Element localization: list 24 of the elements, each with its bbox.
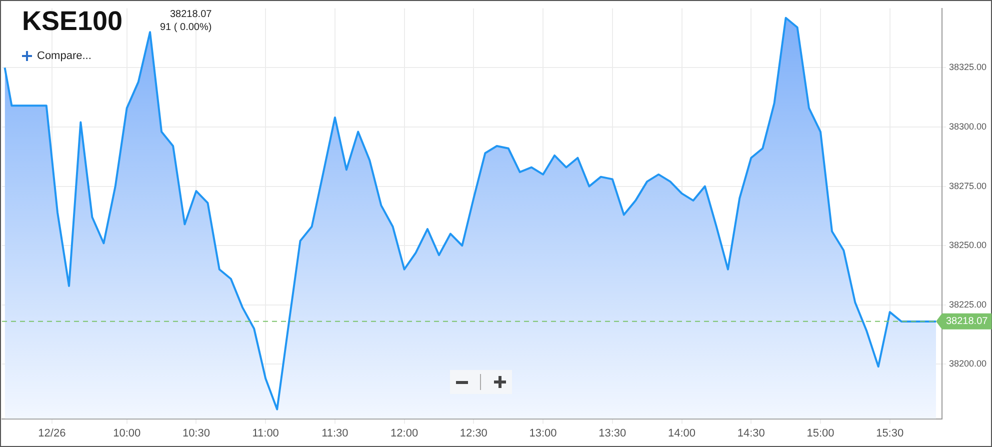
- annotation: 91 ( 0.00%): [160, 21, 212, 34]
- annotation: Compare...: [37, 50, 92, 62]
- x-tick-label: 11:00: [252, 427, 279, 440]
- x-tick-label: 15:00: [806, 427, 834, 440]
- x-tick-label: 12:30: [460, 427, 488, 440]
- y-tick-label: 38200.00: [949, 358, 987, 369]
- y-tick-label: 38225.00: [949, 299, 987, 310]
- y-tick-label: 38300.00: [949, 121, 987, 132]
- x-tick-label: 10:00: [113, 427, 141, 440]
- x-tick-label: 10:30: [182, 427, 210, 440]
- x-tick-label: 14:00: [668, 427, 696, 440]
- y-tick-label: 38275.00: [949, 180, 987, 191]
- chart-subtitle: 38218.07: [168, 8, 212, 21]
- x-tick-label: 13:00: [529, 427, 557, 440]
- y-tick-label: 38250.00: [949, 240, 987, 250]
- ref-line-label: 38218.07: [946, 316, 988, 328]
- x-tick-label: 12/26: [38, 427, 66, 440]
- x-tick-label: 15:30: [876, 427, 904, 440]
- x-tick-label: 13:30: [598, 427, 626, 440]
- y-tick-label: 38325.00: [949, 62, 987, 72]
- x-tick-label: 11:30: [322, 427, 348, 440]
- x-tick-label: 14:30: [737, 427, 765, 440]
- chart-title: KSE100: [22, 6, 123, 37]
- x-tick-label: 12:00: [390, 427, 418, 440]
